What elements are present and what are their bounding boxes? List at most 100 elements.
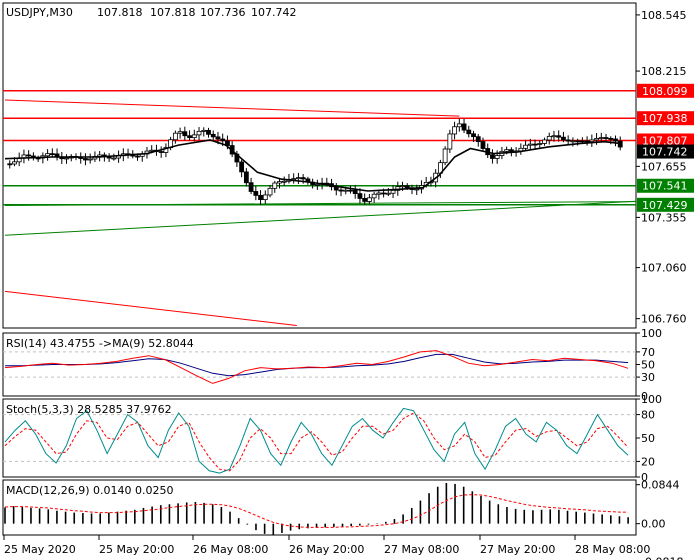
candle-body — [45, 153, 50, 157]
candle-body — [556, 135, 562, 138]
macd-tick-label: 0.00 — [641, 518, 666, 531]
trend-line — [4, 290, 297, 326]
candle-body — [589, 139, 595, 142]
candle-body — [277, 181, 282, 184]
stochastic-tick-label: 80 — [641, 409, 655, 422]
candle-body — [542, 139, 547, 144]
candle-body — [603, 137, 609, 139]
candle-body — [64, 157, 69, 160]
level-label-text: 107.541 — [642, 180, 688, 193]
candle-body — [367, 197, 372, 202]
rsi-tick-label: 30 — [641, 371, 655, 384]
candle-body — [490, 154, 495, 159]
candle-body — [239, 161, 245, 173]
candle-body — [196, 130, 202, 136]
stochastic-k-line — [4, 407, 629, 474]
stochastic-pane[interactable]: 100 80 50 20 0 Stoch(5,3,3) 28.5285 37.9762 — [2, 393, 662, 484]
candle-body — [177, 131, 183, 134]
level-label-box — [637, 133, 694, 148]
price-pane[interactable]: 108.545 108.215 107.655 107.355 107.060 106.7… — [2, 2, 694, 329]
candle-body — [149, 149, 155, 152]
time-tick-label: 27 May 20:00 — [480, 543, 555, 556]
level-label-box — [637, 83, 694, 98]
price-axis-ticks: 108.545 108.215 107.655 107.355 107.060 106.7… — [636, 9, 687, 326]
time-axis: 25 May 2020 25 May 20:00 26 May 08:00 26 Ma… — [3, 535, 650, 556]
candle-body — [390, 189, 396, 194]
candle-body — [527, 143, 533, 146]
candle-body — [475, 136, 481, 142]
trend-line — [4, 99, 460, 117]
time-tick-label: 26 May 08:00 — [193, 543, 268, 556]
chart-header: USDJPY,M30 107.818 107.818 107.736 107.7… — [6, 6, 297, 19]
candle-body — [291, 178, 297, 180]
time-tick-label: 26 May 20:00 — [289, 543, 364, 556]
price-tick-label: 108.215 — [641, 65, 687, 78]
candle-body — [243, 171, 249, 184]
macd-tick-label: 0.0844 — [641, 479, 680, 492]
candle-body — [352, 189, 358, 195]
rsi-tick-label: 100 — [641, 327, 662, 340]
current-price-box — [637, 144, 694, 159]
candle-body — [447, 133, 453, 150]
candle-body — [296, 177, 301, 180]
candle-body — [314, 184, 320, 186]
price-tick-label: 107.655 — [641, 160, 687, 173]
price-pane-frame — [2, 2, 637, 329]
candle-body — [220, 138, 226, 142]
stochastic-tick-label: 100 — [641, 393, 662, 406]
candle-body — [575, 140, 581, 143]
rsi-tick-label: 50 — [641, 359, 655, 372]
candle-body — [565, 139, 571, 142]
candle-body — [381, 192, 387, 195]
candle-body — [584, 140, 590, 143]
candle-body — [215, 136, 221, 140]
macd-signal-line — [4, 494, 629, 528]
time-tick-label: 27 May 08:00 — [384, 543, 459, 556]
macd-axis-ticks: 0.0844 0.00 -0.0818 — [636, 479, 683, 560]
level-label-box — [637, 197, 694, 212]
candle-body — [400, 185, 405, 188]
macd-tick-label: -0.0818 — [641, 555, 683, 560]
candle-body — [300, 177, 306, 180]
candle-body — [404, 185, 410, 189]
current-price-label: 107.742 — [642, 146, 688, 159]
level-label-text: 107.938 — [642, 112, 688, 125]
candle-body — [494, 155, 500, 159]
level-label-box — [637, 178, 694, 193]
candle-body — [442, 148, 448, 164]
candle-body — [594, 138, 599, 141]
time-tick-label: 25 May 20:00 — [99, 543, 174, 556]
candle-body — [613, 138, 618, 142]
candle-body — [471, 133, 476, 138]
level-label-text: 107.807 — [642, 134, 688, 147]
candle-body — [452, 126, 457, 135]
candle-body — [357, 193, 363, 199]
stochastic-tick-label: 50 — [641, 432, 655, 445]
candle-body — [532, 143, 538, 146]
candle-body — [504, 149, 510, 152]
ohlc-high: 107.818 — [150, 6, 196, 19]
candle-body — [617, 140, 623, 148]
candle-body — [414, 188, 420, 191]
candle-body — [262, 194, 268, 201]
candle-body — [456, 123, 462, 128]
candle-body — [253, 191, 259, 196]
candle-body — [87, 158, 93, 161]
time-tick-label: 25 May 2020 — [4, 543, 76, 556]
candle-body — [191, 134, 197, 139]
stochastic-title: Stoch(5,3,3) 28.5285 37.9762 — [6, 403, 172, 416]
candle-body — [206, 129, 211, 135]
candle-body — [258, 194, 263, 201]
candle-body — [272, 182, 278, 189]
macd-pane[interactable]: 0.0844 0.00 -0.0818 MACD(12,26,9) 0.0140 0… — [2, 479, 683, 560]
candle-body — [26, 154, 32, 157]
candle-body — [248, 182, 254, 192]
candle-body — [210, 133, 216, 138]
candle-body — [267, 187, 273, 196]
candle-body — [579, 140, 585, 143]
candle-body — [570, 140, 576, 143]
candle-body — [546, 135, 552, 141]
candle-body — [343, 189, 349, 192]
